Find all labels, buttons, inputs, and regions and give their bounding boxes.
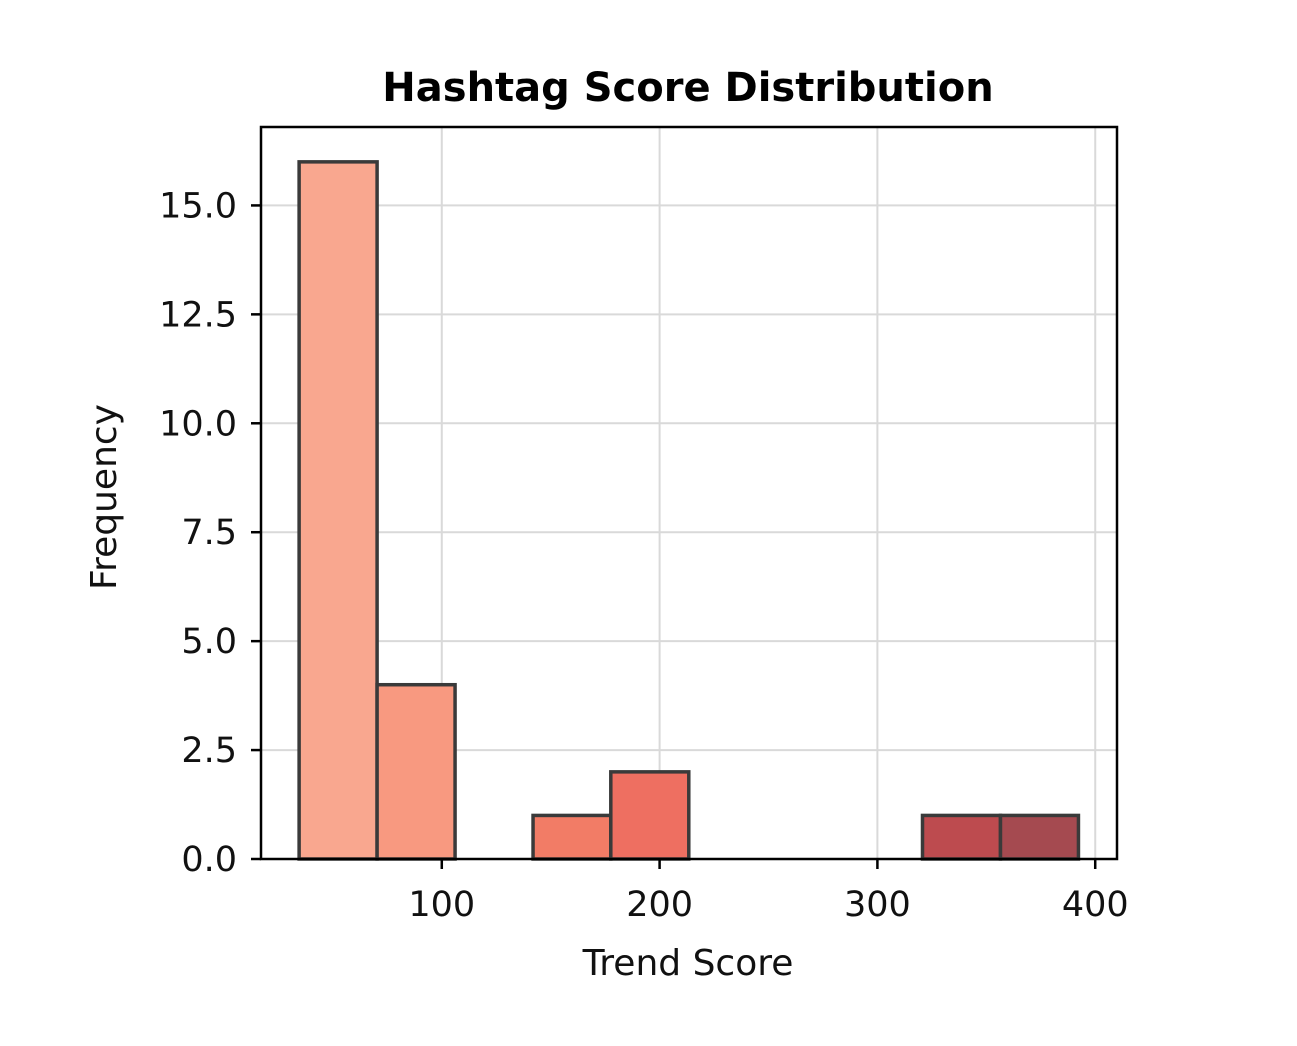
y-tick-label-5.0: 5.0 xyxy=(181,622,237,662)
y-axis-ticks: 0.0 2.5 5.0 7.5 10.0 12.5 15.0 xyxy=(159,186,261,880)
y-tick-label-7.5: 7.5 xyxy=(181,513,237,553)
x-tick-label-100: 100 xyxy=(408,885,475,925)
histogram-bars xyxy=(297,160,1081,861)
y-axis-label: Frequency xyxy=(84,404,125,590)
y-tick-label-2.5: 2.5 xyxy=(181,731,237,771)
x-tick-label-200: 200 xyxy=(626,885,693,925)
x-tick-label-300: 300 xyxy=(844,885,911,925)
histogram-bar-10 xyxy=(998,813,1081,861)
y-tick-label-12.5: 12.5 xyxy=(159,295,237,335)
y-tick-label-10.0: 10.0 xyxy=(159,404,237,444)
x-axis-label: Trend Score xyxy=(582,943,794,984)
histogram-bar-1 xyxy=(297,160,379,861)
y-tick-label-0.0: 0.0 xyxy=(181,840,237,880)
histogram-bar-5 xyxy=(609,770,691,861)
chart-title: Hashtag Score Distribution xyxy=(382,65,993,111)
histogram-bar-2 xyxy=(375,682,457,861)
y-tick-label-15.0: 15.0 xyxy=(159,186,237,226)
x-axis-ticks: 100 200 300 400 xyxy=(408,859,1129,925)
histogram-bar-4 xyxy=(531,813,613,861)
x-tick-label-400: 400 xyxy=(1062,885,1129,925)
plot-frame xyxy=(259,125,1119,861)
histogram-bar-9 xyxy=(920,813,1003,861)
